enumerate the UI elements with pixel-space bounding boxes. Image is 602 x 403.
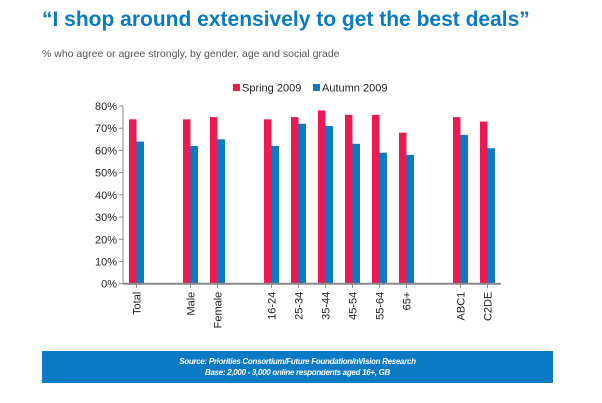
source-text: Source: Priorities Consortium/Future Fou… [179, 357, 416, 366]
chart-title: “I shop around extensively to get the be… [42, 8, 530, 31]
bar-spring [210, 117, 218, 284]
y-tick-label: 20% [95, 234, 117, 246]
base-text: Base: 2,000 - 3,000 online respondents a… [204, 368, 390, 377]
x-tick-label: 45-54 [348, 292, 360, 320]
bar-spring [183, 119, 191, 284]
legend-swatch [233, 84, 240, 91]
bar-spring [264, 119, 272, 284]
y-tick-label: 70% [95, 123, 117, 135]
bar-autumn [136, 141, 144, 284]
legend-label: Autumn 2009 [322, 83, 387, 95]
bar-autumn [325, 125, 333, 284]
bar-autumn [460, 134, 468, 284]
bar-autumn [352, 143, 360, 284]
bar-spring [318, 110, 326, 284]
bar-spring [480, 121, 488, 284]
bar-spring [399, 132, 407, 284]
x-tick-label: C2DE [483, 292, 495, 321]
x-tick-label: Male [186, 292, 198, 316]
y-tick-label: 50% [95, 168, 117, 180]
y-tick-label: 10% [95, 256, 117, 268]
bar-autumn [217, 139, 225, 284]
x-tick-label: Total [132, 292, 144, 315]
chart-subtitle: % who agree or agree strongly, by gender… [42, 48, 340, 60]
x-tick-label: 25-34 [294, 292, 306, 320]
bar-spring [345, 114, 353, 284]
x-tick-label: ABC1 [456, 292, 468, 321]
bar-autumn [298, 123, 306, 284]
bar-autumn [379, 152, 387, 284]
x-tick-label: 35-44 [321, 292, 333, 320]
legend-label: Spring 2009 [242, 83, 301, 95]
bar-spring [291, 117, 299, 284]
x-tick-label: Female [213, 292, 225, 329]
legend-swatch [313, 84, 320, 91]
source-footer: Source: Priorities Consortium/Future Fou… [42, 351, 553, 383]
x-tick-label: 16-24 [267, 292, 279, 320]
y-tick-label: 60% [95, 145, 117, 157]
bar-autumn [271, 145, 279, 284]
bar-spring [453, 117, 461, 284]
y-tick-label: 30% [95, 212, 117, 224]
bar-spring [129, 119, 137, 284]
x-tick-label: 55-64 [375, 292, 387, 320]
x-tick-label: 65+ [402, 292, 414, 311]
bar-autumn [487, 148, 495, 284]
y-tick-label: 40% [95, 190, 117, 202]
bar-autumn [190, 145, 198, 284]
y-tick-label: 0% [101, 279, 117, 291]
bar-spring [372, 114, 380, 284]
bar-chart: 0% 10% 20% 30% 40% 50% 60% 70% 80% Total Male Femal… [95, 83, 501, 329]
bar-autumn [406, 154, 414, 284]
y-tick-label: 80% [95, 101, 117, 113]
